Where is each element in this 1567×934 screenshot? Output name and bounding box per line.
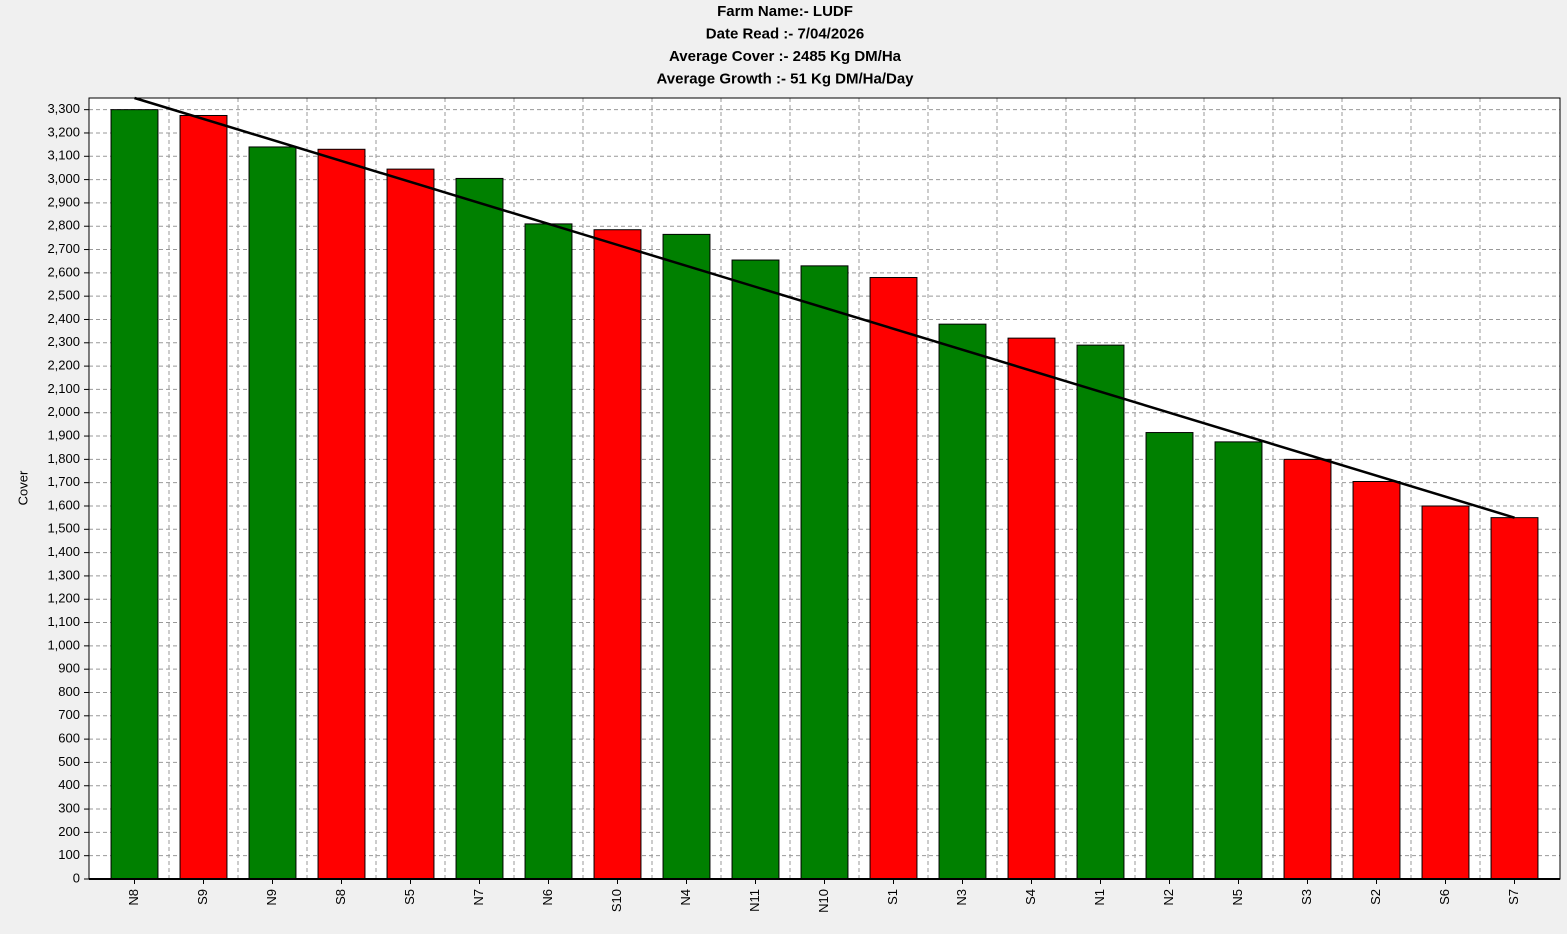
- x-tick-label: S1: [885, 889, 900, 905]
- bar: [938, 323, 987, 880]
- x-tick-label: N2: [1161, 889, 1176, 906]
- y-tick-label: 1,900: [47, 427, 80, 442]
- y-tick-label: 2,500: [47, 288, 80, 303]
- x-tick-label: N6: [540, 889, 555, 906]
- y-tick-label: 1,700: [47, 474, 80, 489]
- x-tick-label: N5: [1230, 889, 1245, 906]
- y-tick-label: 900: [58, 661, 80, 676]
- y-tick-label: 2,000: [47, 404, 80, 419]
- bar: [179, 114, 228, 880]
- bar: [731, 259, 780, 880]
- chart-title: Date Read :- 7/04/2026: [706, 25, 864, 42]
- chart-title: Average Cover :- 2485 Kg DM/Ha: [669, 48, 902, 65]
- bar: [800, 265, 849, 880]
- bar: [1490, 517, 1539, 880]
- y-tick-label: 600: [58, 731, 80, 746]
- x-tick-label: S2: [1368, 889, 1383, 905]
- bar: [1352, 481, 1401, 880]
- x-tick-label: N7: [471, 889, 486, 906]
- bar: [248, 146, 297, 880]
- bar: [386, 168, 435, 880]
- bar: [1421, 505, 1470, 880]
- y-tick-label: 2,300: [47, 334, 80, 349]
- y-tick-label: 0: [73, 870, 80, 885]
- y-tick-label: 2,100: [47, 381, 80, 396]
- y-tick-label: 700: [58, 707, 80, 722]
- y-tick-label: 1,500: [47, 521, 80, 536]
- x-tick-label: N3: [954, 889, 969, 906]
- bar: [593, 229, 642, 880]
- x-tick-label: N10: [816, 889, 831, 913]
- y-tick-label: 3,300: [47, 101, 80, 116]
- y-tick-label: 100: [58, 847, 80, 862]
- bar: [110, 109, 159, 880]
- bar: [1214, 441, 1263, 880]
- y-tick-label: 2,700: [47, 241, 80, 256]
- bar: [1076, 344, 1125, 880]
- x-tick-label: N9: [264, 889, 279, 906]
- bar: [1007, 337, 1056, 880]
- y-tick-label: 300: [58, 800, 80, 815]
- bar: [317, 148, 366, 880]
- bar: [524, 223, 573, 880]
- y-tick-label: 1,600: [47, 497, 80, 512]
- x-tick-label: S6: [1437, 889, 1452, 905]
- y-tick-label: 2,600: [47, 264, 80, 279]
- y-tick-label: 800: [58, 684, 80, 699]
- y-tick-label: 2,800: [47, 218, 80, 233]
- y-tick-label: 400: [58, 777, 80, 792]
- y-axis-label: Cover: [15, 470, 30, 505]
- y-tick-label: 2,900: [47, 194, 80, 209]
- bar: [662, 233, 711, 880]
- y-tick-label: 1,300: [47, 567, 80, 582]
- y-tick-label: 2,400: [47, 311, 80, 326]
- x-tick-label: S5: [402, 889, 417, 905]
- x-tick-label: S8: [333, 889, 348, 905]
- y-tick-label: 3,200: [47, 124, 80, 139]
- y-tick-label: 1,800: [47, 451, 80, 466]
- x-tick-label: S3: [1299, 889, 1314, 905]
- x-tick-label: N4: [678, 889, 693, 906]
- y-tick-label: 1,000: [47, 637, 80, 652]
- x-tick-label: S7: [1506, 889, 1521, 905]
- y-tick-label: 200: [58, 824, 80, 839]
- y-tick-label: 1,100: [47, 614, 80, 629]
- chart-title: Average Growth :- 51 Kg DM/Ha/Day: [657, 70, 915, 87]
- x-tick-label: S4: [1023, 889, 1038, 905]
- bar: [1283, 458, 1332, 880]
- x-tick-label: S10: [609, 889, 624, 912]
- y-tick-label: 3,000: [47, 171, 80, 186]
- bar: [1145, 432, 1194, 880]
- bar: [869, 277, 918, 880]
- chart-title: Farm Name:- LUDF: [717, 3, 853, 20]
- y-tick-label: 1,400: [47, 544, 80, 559]
- x-tick-label: N8: [126, 889, 141, 906]
- y-tick-label: 500: [58, 754, 80, 769]
- y-tick-label: 1,200: [47, 591, 80, 606]
- x-tick-label: N11: [747, 889, 762, 912]
- bar: [455, 177, 504, 880]
- target-line: [134, 96, 1515, 519]
- x-tick-label: N1: [1092, 889, 1107, 906]
- x-tick-label: S9: [195, 889, 210, 905]
- y-tick-label: 2,200: [47, 358, 80, 373]
- y-tick-label: 3,100: [47, 148, 80, 163]
